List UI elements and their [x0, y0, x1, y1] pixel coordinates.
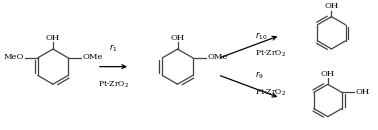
Text: Pt-ZrO$_2$: Pt-ZrO$_2$ [254, 48, 285, 59]
Text: OMe: OMe [207, 53, 228, 61]
Text: OH: OH [355, 88, 369, 96]
Text: $r_{10}$: $r_{10}$ [254, 30, 267, 42]
Text: Pt-ZrO$_2$: Pt-ZrO$_2$ [254, 88, 285, 98]
Text: MeO: MeO [3, 53, 24, 61]
Text: OH: OH [321, 70, 335, 78]
Text: OMe: OMe [83, 53, 103, 61]
Text: OH: OH [170, 34, 185, 42]
Text: OH: OH [324, 2, 339, 10]
Text: Pt-ZrO$_2$: Pt-ZrO$_2$ [98, 79, 129, 90]
Text: $r_9$: $r_9$ [254, 70, 263, 81]
Text: OH: OH [46, 34, 60, 42]
Text: $r_1$: $r_1$ [109, 43, 118, 54]
